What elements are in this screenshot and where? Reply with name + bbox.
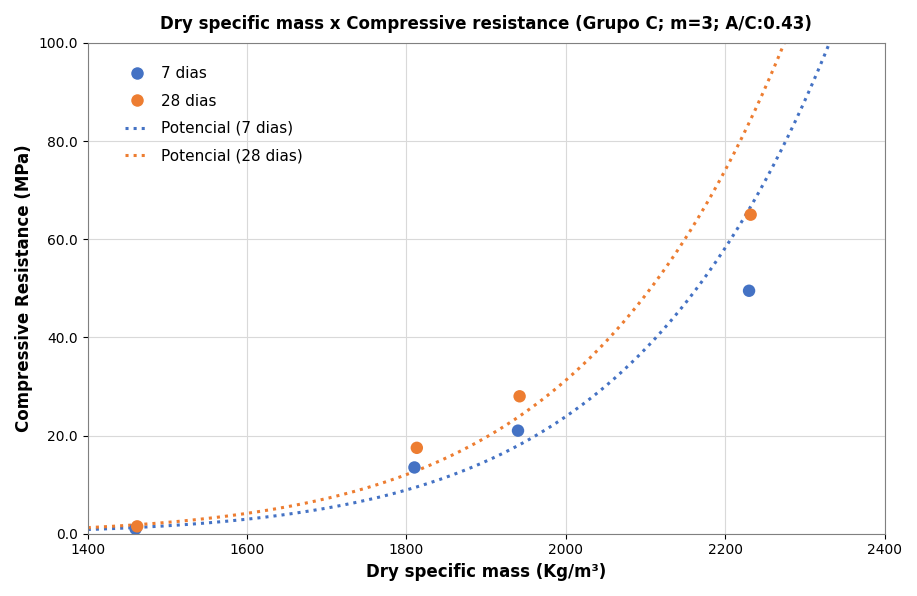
Point [407,462,422,472]
Point [742,286,757,296]
Title: Dry specific mass x Compressive resistance (Grupo C; m=3; A/C:0.43): Dry specific mass x Compressive resistan… [160,15,812,33]
Point [744,210,758,219]
Point [410,443,425,452]
Point [511,426,525,436]
Y-axis label: Compressive Resistance (MPa): Compressive Resistance (MPa) [15,144,33,432]
Point [130,522,145,531]
Point [128,524,143,533]
Point [513,392,527,401]
Legend: 7 dias, 28 dias, Potencial (7 dias), Potencial (28 dias): 7 dias, 28 dias, Potencial (7 dias), Pot… [119,60,308,169]
X-axis label: Dry specific mass (Kg/m³): Dry specific mass (Kg/m³) [366,563,606,581]
